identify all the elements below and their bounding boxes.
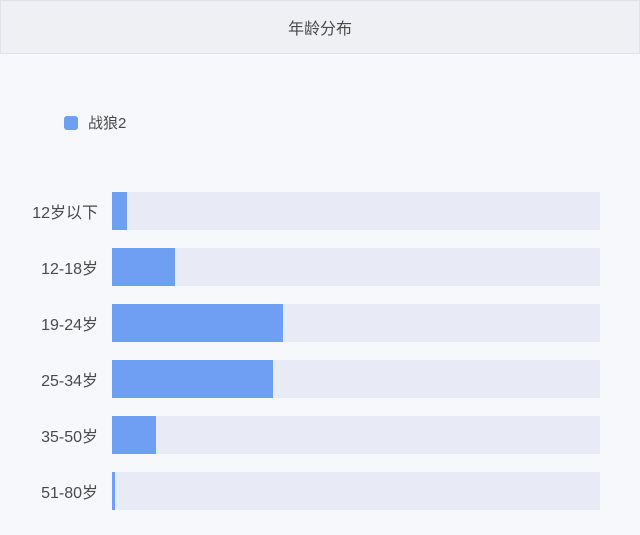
bar-fill (112, 304, 283, 342)
bar-fill (112, 248, 175, 286)
legend: 战狼2 (64, 112, 126, 133)
legend-label: 战狼2 (88, 112, 126, 133)
category-label: 51-80岁 (22, 479, 112, 503)
bar-fill (112, 416, 156, 454)
bar-track (112, 192, 600, 230)
bar-track (112, 472, 600, 510)
bar-track (112, 360, 600, 398)
chart-container: 年龄分布 战狼2 12岁以下 12-18岁 19-24岁 25-34岁 35-50岁 51… (0, 0, 640, 535)
bar-fill (112, 360, 273, 398)
bar-row: 12岁以下 (22, 192, 600, 230)
bar-track (112, 416, 600, 454)
chart-title: 年龄分布 (288, 15, 352, 39)
category-label: 25-34岁 (22, 367, 112, 391)
legend-swatch (64, 116, 78, 130)
bar-fill (112, 472, 115, 510)
title-bar: 年龄分布 (0, 0, 640, 54)
bar-row: 12-18岁 (22, 248, 600, 286)
bar-track (112, 304, 600, 342)
bar-fill (112, 192, 127, 230)
chart-body: 战狼2 12岁以下 12-18岁 19-24岁 25-34岁 35-50岁 51-80岁 (0, 54, 640, 535)
bar-row: 25-34岁 (22, 360, 600, 398)
bar-track (112, 248, 600, 286)
category-label: 12-18岁 (22, 255, 112, 279)
bar-chart: 12岁以下 12-18岁 19-24岁 25-34岁 35-50岁 51-80岁 (22, 192, 600, 528)
category-label: 19-24岁 (22, 311, 112, 335)
bar-row: 35-50岁 (22, 416, 600, 454)
category-label: 35-50岁 (22, 423, 112, 447)
category-label: 12岁以下 (22, 199, 112, 223)
bar-row: 19-24岁 (22, 304, 600, 342)
bar-row: 51-80岁 (22, 472, 600, 510)
